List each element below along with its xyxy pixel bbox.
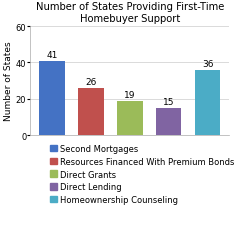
Text: 15: 15 [163,98,175,107]
Title: Number of States Providing First-Time
Homebuyer Support: Number of States Providing First-Time Ho… [36,2,224,23]
Y-axis label: Number of States: Number of States [4,42,13,121]
Text: 26: 26 [85,78,97,87]
Text: 36: 36 [202,60,213,69]
Bar [195,70,220,135]
Bar [78,88,104,135]
Text: 41: 41 [46,51,58,60]
Text: 19: 19 [124,91,136,100]
Bar [156,108,181,135]
Bar [117,101,143,135]
Bar [40,61,65,135]
Legend: Second Mortgages, Resources Financed With Premium Bonds, Direct Grants, Direct L: Second Mortgages, Resources Financed Wit… [51,144,234,204]
